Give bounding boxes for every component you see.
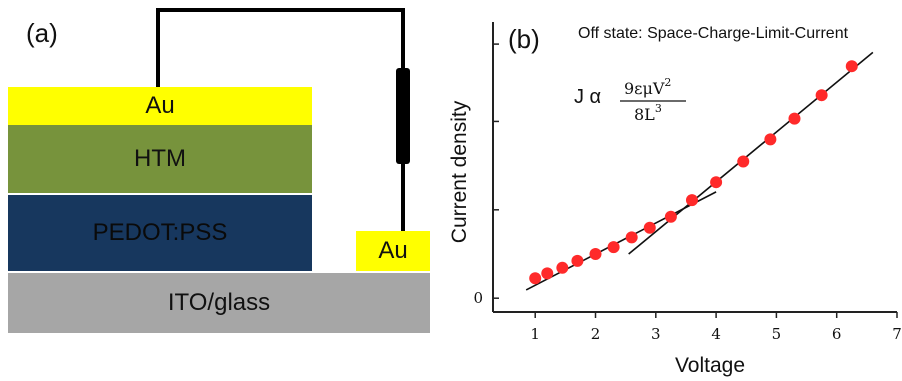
resistor-element (396, 68, 410, 164)
y-tick-group: 0 (473, 43, 499, 307)
data-point (815, 89, 828, 102)
data-point (764, 133, 777, 146)
fit-line-ohmic (525, 191, 717, 291)
x-tick-label: 1 (530, 325, 540, 343)
data-point (643, 221, 656, 234)
htm-layer: HTM (8, 125, 312, 193)
data-point (737, 155, 750, 168)
data-point (845, 60, 858, 73)
formula-numerator-exp: 2 (664, 76, 671, 89)
top-electrode-layer: Au (8, 87, 312, 125)
x-axis-title: Voltage (675, 354, 745, 377)
wire-right-lower (401, 162, 405, 232)
substrate-layer: ITO/glass (8, 273, 430, 333)
data-point (541, 267, 554, 280)
side-electrode-label: Au (378, 237, 408, 264)
x-tick-label: 4 (711, 325, 721, 343)
formula-denominator: 8L3 (634, 102, 662, 124)
formula-denominator-base: 8L (634, 105, 655, 124)
data-point (710, 176, 723, 189)
formula-numerator: 9εμV2 (624, 76, 671, 98)
pedot-label: PEDOT:PSS (92, 219, 228, 246)
x-tick-label: 5 (772, 325, 782, 343)
data-point (625, 231, 638, 244)
data-point (685, 194, 698, 207)
x-tick-label: 7 (892, 325, 902, 343)
data-point (556, 261, 569, 274)
formula-numerator-base: 9εμV (624, 79, 665, 98)
wire-top-horizontal (156, 8, 405, 12)
side-electrode-layer: Au (356, 231, 430, 271)
data-point (589, 248, 602, 260)
data-point-group (529, 60, 858, 285)
pedot-layer: PEDOT:PSS (8, 195, 312, 271)
x-tick-group: 1 2 3 4 5 6 7 (530, 312, 902, 343)
data-point (529, 272, 542, 285)
y-tick-label: 0 (473, 289, 483, 307)
data-point (788, 112, 801, 125)
panel-a-label: (a) (26, 18, 58, 48)
x-tick-label: 3 (651, 325, 661, 343)
x-tick-label: 6 (832, 325, 842, 343)
data-point (664, 210, 677, 223)
formula-denominator-exp: 3 (655, 102, 662, 115)
htm-label: HTM (134, 145, 186, 172)
wire-right-upper (401, 8, 405, 70)
y-axis-title: Current density (448, 100, 471, 243)
data-point (607, 241, 620, 254)
top-electrode-label: Au (145, 92, 175, 119)
x-tick-label: 2 (591, 325, 601, 343)
chart-annotation: Off state: Space-Charge-Limit-Current (578, 25, 849, 42)
wire-left-vertical (156, 8, 160, 88)
formula-lhs: J α (574, 86, 601, 108)
panel-b-label: (b) (508, 24, 540, 54)
data-point (571, 254, 584, 267)
substrate-label: ITO/glass (167, 289, 271, 316)
